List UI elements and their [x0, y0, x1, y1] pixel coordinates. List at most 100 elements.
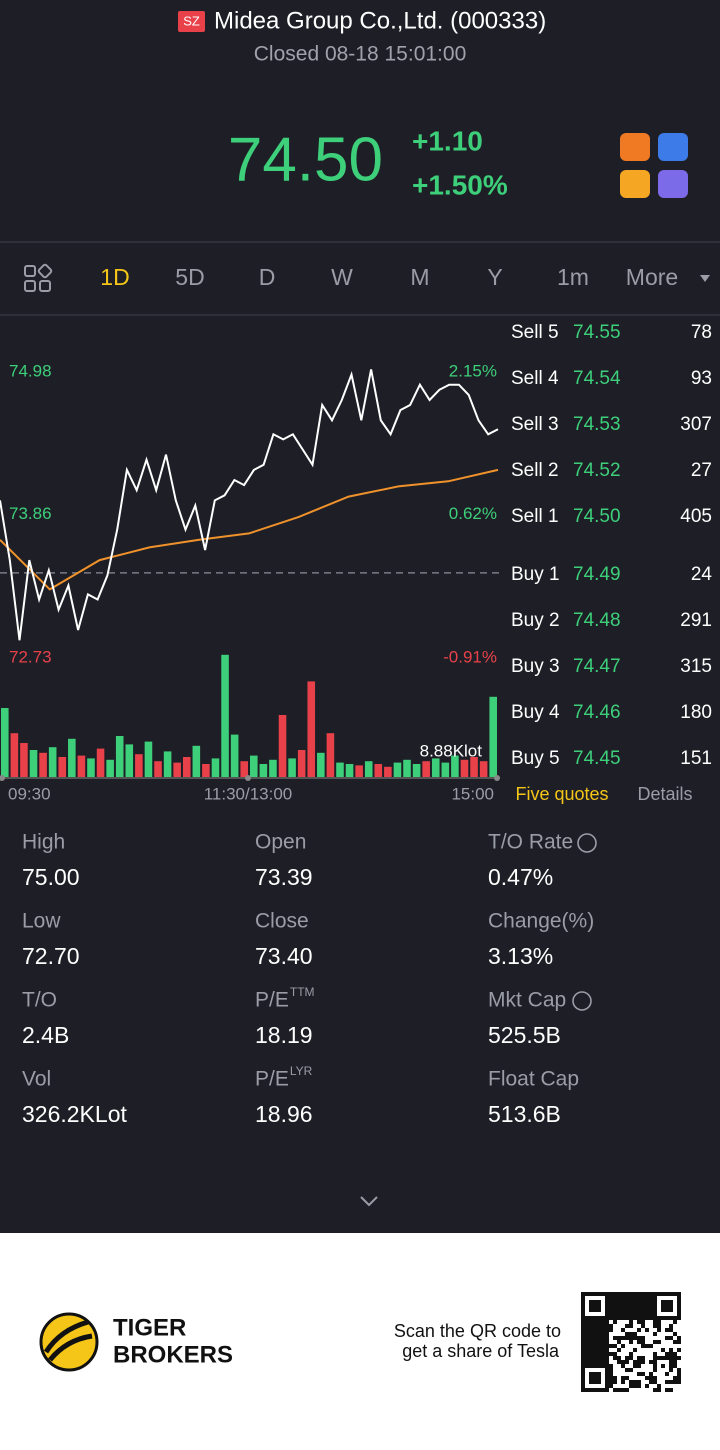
expand-arrow[interactable]	[360, 1196, 378, 1207]
qr-cell	[649, 1360, 653, 1364]
stat-label: Low	[22, 910, 61, 933]
book-price: 74.45	[573, 748, 621, 769]
stat-label: T/O	[22, 989, 57, 1012]
icon[interactable]	[658, 170, 688, 198]
dropdown-arrow[interactable]	[700, 275, 710, 282]
exchange-badge	[178, 11, 205, 32]
layout-icon[interactable]	[24, 263, 53, 292]
period-tab[interactable]: 1m	[557, 264, 589, 290]
qr-cell	[605, 1348, 609, 1352]
volume-bar	[125, 744, 134, 778]
qr-cell	[641, 1336, 645, 1340]
qr-cell	[593, 1332, 597, 1336]
qr-cell	[605, 1388, 609, 1392]
icon[interactable]	[620, 170, 650, 198]
qr-cell	[673, 1360, 677, 1364]
qr-cell	[637, 1364, 641, 1368]
qr-cell	[609, 1308, 613, 1312]
book-label: Buy 5	[511, 748, 560, 769]
qr-cell	[597, 1308, 601, 1312]
qr-cell	[665, 1380, 669, 1384]
qr-cell	[677, 1380, 681, 1384]
qr-cell	[653, 1316, 657, 1320]
volume-bar	[182, 757, 191, 778]
qr-cell	[645, 1292, 649, 1296]
stat-value: 0.47%	[488, 864, 553, 890]
book-price: 74.46	[573, 702, 621, 723]
time-label: 15:00	[451, 784, 494, 803]
volume-bar	[278, 715, 287, 778]
qr-cell	[589, 1308, 593, 1312]
icon[interactable]	[620, 133, 650, 161]
market-status: Closed 08-18 15:01:00	[254, 43, 467, 66]
qr-cell	[609, 1376, 613, 1380]
qr-cell	[657, 1324, 661, 1328]
time-dot	[494, 775, 500, 781]
book-price: 74.50	[573, 506, 621, 527]
qr-cell	[653, 1308, 657, 1312]
period-tab[interactable]: M	[410, 264, 429, 290]
qr-cell	[629, 1292, 633, 1296]
promo: get a share of Tesla	[402, 1341, 560, 1361]
qr-cell	[617, 1336, 621, 1340]
qr-cell	[609, 1352, 613, 1356]
qr-cell	[597, 1336, 601, 1340]
qr-cell	[601, 1328, 605, 1332]
qr-cell	[585, 1344, 589, 1348]
period-tab[interactable]: W	[331, 264, 353, 290]
qr-cell	[669, 1300, 673, 1304]
qr-cell	[581, 1376, 585, 1380]
qr-cell	[609, 1344, 613, 1348]
qr-cell	[629, 1356, 633, 1360]
qr-cell	[649, 1312, 653, 1316]
qr-cell	[593, 1376, 597, 1380]
qr-cell	[669, 1352, 673, 1356]
period-tab[interactable]: D	[259, 264, 276, 290]
volume-bar	[10, 733, 19, 778]
qr-cell	[645, 1376, 649, 1380]
qr-cell	[665, 1328, 669, 1332]
qr-cell	[601, 1344, 605, 1348]
volume-bar	[489, 696, 497, 778]
qr-cell	[605, 1308, 609, 1312]
qr-cell	[589, 1364, 593, 1368]
qr-cell	[585, 1316, 589, 1320]
qr-cell	[589, 1320, 593, 1324]
qr-cell	[601, 1316, 605, 1320]
qr-cell	[677, 1312, 681, 1316]
book-tab[interactable]: Five quotes	[515, 784, 608, 804]
qr-cell	[665, 1372, 669, 1376]
info-icon[interactable]	[572, 991, 592, 1011]
qr-cell	[669, 1368, 673, 1372]
qr-cell	[653, 1352, 657, 1356]
qr-cell	[637, 1316, 641, 1320]
book-tab[interactable]: Details	[637, 784, 692, 804]
qr-cell	[597, 1328, 601, 1332]
qr-cell	[649, 1380, 653, 1384]
icon[interactable]	[658, 133, 688, 161]
qr-cell	[637, 1300, 641, 1304]
info-icon[interactable]	[577, 833, 597, 853]
qr-cell	[605, 1304, 609, 1308]
volume-bar	[460, 759, 469, 778]
volume-bar	[431, 758, 440, 778]
qr-cell	[669, 1336, 673, 1340]
qr-cell	[605, 1356, 609, 1360]
period-tab[interactable]: More	[626, 264, 678, 290]
book-label: Sell 4	[511, 368, 559, 389]
qr-cell	[593, 1300, 597, 1304]
period-tab[interactable]: Y	[487, 264, 502, 290]
period-tab[interactable]: 1D	[100, 264, 129, 290]
period-tab[interactable]: 5D	[175, 264, 204, 290]
qr-cell	[593, 1364, 597, 1368]
volume-bar	[87, 758, 95, 778]
qr-cell	[645, 1328, 649, 1332]
qr-cell	[637, 1336, 641, 1340]
qr-cell	[605, 1328, 609, 1332]
book-price: 74.53	[573, 414, 621, 435]
qr-cell	[597, 1304, 601, 1308]
qr-cell	[621, 1344, 625, 1348]
qr-cell	[641, 1344, 645, 1348]
qr-cell	[633, 1292, 637, 1296]
qr-cell	[605, 1324, 609, 1328]
